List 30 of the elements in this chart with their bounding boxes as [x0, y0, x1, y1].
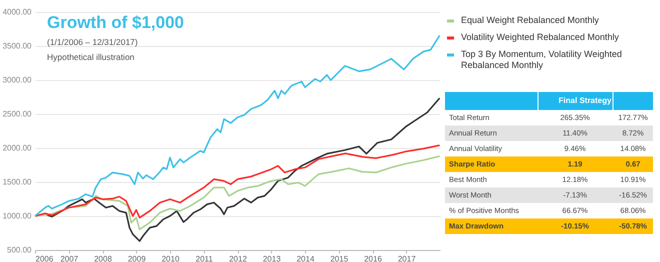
x-tick-label: 2006 [36, 254, 54, 262]
text: Final Strategy [558, 96, 612, 105]
y-tick-label: 2000.00 [2, 144, 32, 152]
x-tick-label: 2012 [229, 254, 248, 262]
x-tick-label: 2008 [94, 254, 112, 262]
y-tick-label: 1000.00 [2, 212, 32, 220]
annotation: Hypothetical illustration [47, 52, 135, 62]
legend-label: Top 3 By Momentum, Volatility Weighted Rebalanced Monthly [461, 49, 622, 70]
y-tick-label: 4000.00 [2, 8, 32, 16]
x-tick-label: 2017 [398, 254, 416, 262]
x-tick-label: 2015 [330, 254, 349, 262]
x-tick-label: 2009 [128, 254, 146, 262]
y-tick-label: 1500.00 [2, 178, 32, 186]
x-tick-label: 2014 [296, 254, 315, 262]
line-series [34, 144, 440, 218]
line-series [34, 34, 440, 217]
y-tick-label: 500.00 [7, 246, 32, 254]
y-tick-label: 2500.00 [2, 110, 32, 118]
legend-label: Equal Weight Rebalanced Monthly [461, 15, 600, 25]
y-tick-label: 3000.00 [2, 76, 32, 84]
x-tick-label: 2013 [262, 254, 282, 262]
line-series [34, 155, 440, 230]
x-tick-label: 2016 [364, 254, 382, 262]
y-tick-label: 3500.00 [2, 42, 32, 50]
legend-label: Volatility Weighted Rebalanced Monthly [461, 32, 620, 42]
x-tick-label: 2010 [162, 254, 180, 262]
chart-title: Growth of $1,000 [47, 13, 184, 32]
x-tick-label: 2011 [196, 254, 214, 262]
x-tick-label: 2007 [60, 254, 79, 262]
text: (1/1/2006 – 12/31/2017) [47, 37, 138, 47]
